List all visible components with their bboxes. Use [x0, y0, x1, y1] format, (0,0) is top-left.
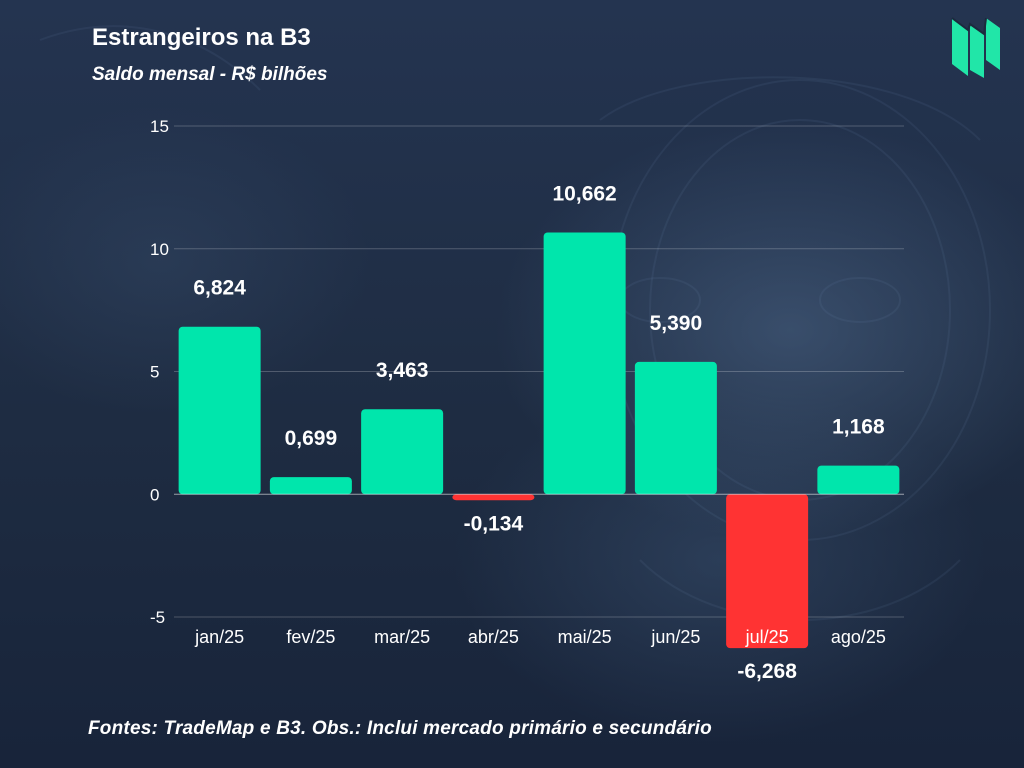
data-label: 10,662 [553, 182, 617, 205]
y-tick-label: -5 [150, 608, 165, 627]
source-footnote: Fontes: TradeMap e B3. Obs.: Inclui merc… [88, 718, 712, 739]
x-category-label: jun/25 [650, 627, 700, 647]
y-tick-label: 5 [150, 363, 159, 382]
book-pages-logo-icon [951, 17, 1000, 78]
data-label: 6,824 [193, 277, 246, 300]
data-label: 3,463 [376, 359, 429, 382]
x-category-label: mai/25 [558, 627, 612, 647]
x-category-label: jul/25 [745, 627, 789, 647]
bar-ago-25 [817, 465, 900, 495]
x-category-label: ago/25 [831, 627, 886, 647]
bar-jun-25 [634, 361, 717, 495]
bar-mar-25 [361, 409, 444, 495]
y-tick-label: 15 [150, 117, 169, 136]
data-label: 0,699 [285, 427, 338, 450]
chart-title: Estrangeiros na B3 [92, 24, 311, 51]
x-category-label: jan/25 [194, 627, 244, 647]
chart-subtitle: Saldo mensal - R$ bilhões [92, 64, 328, 85]
data-label: -0,134 [464, 512, 524, 535]
bar-abr-25 [452, 494, 535, 501]
bar-fev-25 [269, 477, 352, 495]
x-category-label: mar/25 [374, 627, 430, 647]
data-label: -6,268 [737, 660, 797, 683]
data-label: 5,390 [650, 312, 703, 335]
x-category-label: fev/25 [286, 627, 335, 647]
x-axis-categories: jan/25 fev/25 mar/25 abr/25 mai/25 jun/25 jul/… [194, 627, 886, 647]
x-category-label: abr/25 [468, 627, 519, 647]
data-label: 1,168 [832, 416, 885, 439]
bars [178, 232, 900, 649]
y-tick-label: 10 [150, 240, 169, 259]
y-axis-ticks: -5 0 5 10 15 [150, 117, 169, 627]
bar-mai-25 [543, 232, 626, 495]
bar-jan-25 [178, 326, 261, 495]
y-tick-label: 0 [150, 485, 159, 504]
data-labels: 6,824 0,699 3,463 -0,134 10,662 5,390 -6,268 1,… [193, 182, 885, 683]
bar-jul-25 [726, 494, 809, 649]
